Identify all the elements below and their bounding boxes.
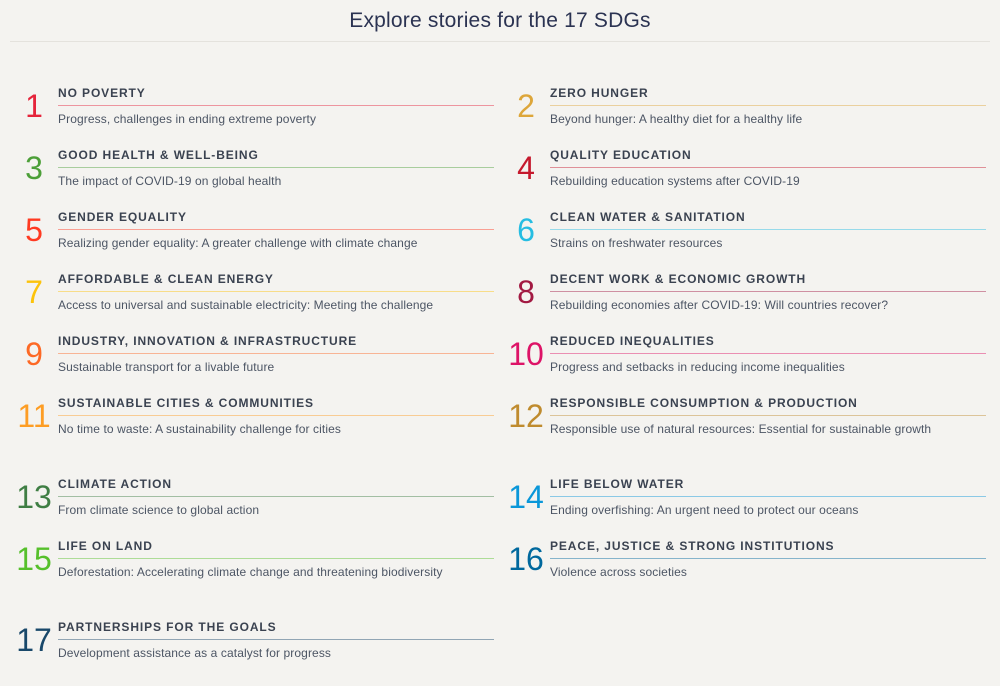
sdg-number: 13 bbox=[16, 479, 52, 515]
sdg-story-item[interactable]: 7 AFFORDABLE & CLEAN ENERGY Access to un… bbox=[16, 272, 494, 312]
sdg-number: 4 bbox=[517, 150, 535, 186]
sdg-title: DECENT WORK & ECONOMIC GROWTH bbox=[550, 272, 986, 292]
sdg-story-item[interactable]: 1 NO POVERTY Progress, challenges in end… bbox=[16, 86, 494, 126]
page-title: Explore stories for the 17 SDGs bbox=[349, 9, 651, 32]
sdg-description: Strains on freshwater resources bbox=[550, 236, 723, 250]
sdg-number: 11 bbox=[17, 398, 51, 434]
sdg-title: INDUSTRY, INNOVATION & INFRASTRUCTURE bbox=[58, 334, 494, 354]
sdg-number: 2 bbox=[517, 88, 535, 124]
sdg-content: AFFORDABLE & CLEAN ENERGY Access to univ… bbox=[58, 272, 494, 312]
sdg-number: 17 bbox=[16, 622, 52, 658]
sdg-description: Rebuilding economies after COVID-19: Wil… bbox=[550, 298, 889, 312]
sdg-description: Responsible use of natural resources: Es… bbox=[550, 422, 932, 436]
sdg-story-list: 1 NO POVERTY Progress, challenges in end… bbox=[0, 86, 1000, 660]
sdg-number: 3 bbox=[25, 150, 43, 186]
sdg-title: REDUCED INEQUALITIES bbox=[550, 334, 986, 354]
sdg-story-item[interactable]: 9 INDUSTRY, INNOVATION & INFRASTRUCTURE … bbox=[16, 334, 494, 374]
sdg-story-item[interactable]: 11 SUSTAINABLE CITIES & COMMUNITIES No t… bbox=[16, 396, 494, 436]
sdg-story-item[interactable]: 13 CLIMATE ACTION From climate science t… bbox=[16, 477, 494, 517]
sdg-title: QUALITY EDUCATION bbox=[550, 148, 986, 168]
sdg-number: 8 bbox=[517, 274, 535, 310]
sdg-content: DECENT WORK & ECONOMIC GROWTH Rebuilding… bbox=[550, 272, 986, 312]
sdg-title: SUSTAINABLE CITIES & COMMUNITIES bbox=[58, 396, 494, 416]
sdg-description: Violence across societies bbox=[550, 565, 688, 579]
sdg-title: PARTNERSHIPS FOR THE GOALS bbox=[58, 620, 494, 640]
sdg-title: CLEAN WATER & SANITATION bbox=[550, 210, 986, 230]
sdg-story-item[interactable]: 16 PEACE, JUSTICE & STRONG INSTITUTIONS … bbox=[508, 539, 986, 579]
sdg-description: Beyond hunger: A healthy diet for a heal… bbox=[550, 112, 803, 126]
sdg-content: SUSTAINABLE CITIES & COMMUNITIES No time… bbox=[58, 396, 494, 436]
sdg-content: RESPONSIBLE CONSUMPTION & PRODUCTION Res… bbox=[550, 396, 986, 436]
sdg-story-item[interactable]: 15 LIFE ON LAND Deforestation: Accelerat… bbox=[16, 539, 494, 579]
sdg-story-item[interactable]: 12 RESPONSIBLE CONSUMPTION & PRODUCTION … bbox=[508, 396, 986, 436]
sdg-number: 9 bbox=[25, 336, 43, 372]
sdg-content: PEACE, JUSTICE & STRONG INSTITUTIONS Vio… bbox=[550, 539, 986, 579]
sdg-title: NO POVERTY bbox=[58, 86, 494, 106]
sdg-number: 15 bbox=[16, 541, 52, 577]
sdg-description: The impact of COVID-19 on global health bbox=[58, 174, 282, 188]
sdg-story-item[interactable]: 10 REDUCED INEQUALITIES Progress and set… bbox=[508, 334, 986, 374]
sdg-number: 12 bbox=[508, 398, 544, 434]
sdg-content: CLEAN WATER & SANITATION Strains on fres… bbox=[550, 210, 986, 250]
sdg-content: NO POVERTY Progress, challenges in endin… bbox=[58, 86, 494, 126]
sdg-content: INDUSTRY, INNOVATION & INFRASTRUCTURE Su… bbox=[58, 334, 494, 374]
sdg-number: 16 bbox=[508, 541, 544, 577]
sdg-description: No time to waste: A sustainability chall… bbox=[58, 422, 341, 436]
sdg-content: QUALITY EDUCATION Rebuilding education s… bbox=[550, 148, 986, 188]
sdg-story-item[interactable]: 4 QUALITY EDUCATION Rebuilding education… bbox=[508, 148, 986, 188]
sdg-number: 6 bbox=[517, 212, 535, 248]
sdg-number: 5 bbox=[25, 212, 43, 248]
sdg-title: LIFE BELOW WATER bbox=[550, 477, 986, 497]
sdg-description: From climate science to global action bbox=[58, 503, 260, 517]
page-header: Explore stories for the 17 SDGs bbox=[0, 0, 1000, 42]
sdg-title: CLIMATE ACTION bbox=[58, 477, 494, 497]
sdg-description: Progress and setbacks in reducing income… bbox=[550, 360, 845, 374]
sdg-story-item[interactable]: 5 GENDER EQUALITY Realizing gender equal… bbox=[16, 210, 494, 250]
sdg-content: GOOD HEALTH & WELL-BEING The impact of C… bbox=[58, 148, 494, 188]
sdg-story-item[interactable]: 2 ZERO HUNGER Beyond hunger: A healthy d… bbox=[508, 86, 986, 126]
sdg-title: AFFORDABLE & CLEAN ENERGY bbox=[58, 272, 494, 292]
sdg-story-item[interactable]: 17 PARTNERSHIPS FOR THE GOALS Developmen… bbox=[16, 620, 494, 660]
sdg-content: LIFE ON LAND Deforestation: Accelerating… bbox=[58, 539, 494, 579]
sdg-number: 14 bbox=[508, 479, 544, 515]
sdg-title: GOOD HEALTH & WELL-BEING bbox=[58, 148, 494, 168]
sdg-number: 1 bbox=[25, 88, 43, 124]
sdg-number: 7 bbox=[25, 274, 43, 310]
sdg-content: ZERO HUNGER Beyond hunger: A healthy die… bbox=[550, 86, 986, 126]
sdg-description: Rebuilding education systems after COVID… bbox=[550, 174, 800, 188]
sdg-number: 10 bbox=[508, 336, 544, 372]
sdg-title: PEACE, JUSTICE & STRONG INSTITUTIONS bbox=[550, 539, 986, 559]
sdg-description: Ending overfishing: An urgent need to pr… bbox=[550, 503, 859, 517]
sdg-description: Deforestation: Accelerating climate chan… bbox=[58, 565, 443, 579]
sdg-story-item[interactable]: 14 LIFE BELOW WATER Ending overfishing: … bbox=[508, 477, 986, 517]
sdg-content: GENDER EQUALITY Realizing gender equalit… bbox=[58, 210, 494, 250]
sdg-content: PARTNERSHIPS FOR THE GOALS Development a… bbox=[58, 620, 494, 660]
sdg-content: CLIMATE ACTION From climate science to g… bbox=[58, 477, 494, 517]
sdg-story-item[interactable]: 6 CLEAN WATER & SANITATION Strains on fr… bbox=[508, 210, 986, 250]
sdg-story-item[interactable]: 3 GOOD HEALTH & WELL-BEING The impact of… bbox=[16, 148, 494, 188]
sdg-description: Sustainable transport for a livable futu… bbox=[58, 360, 275, 374]
header-divider bbox=[10, 41, 990, 42]
sdg-description: Realizing gender equality: A greater cha… bbox=[58, 236, 418, 250]
sdg-story-item[interactable]: 8 DECENT WORK & ECONOMIC GROWTH Rebuildi… bbox=[508, 272, 986, 312]
sdg-title: RESPONSIBLE CONSUMPTION & PRODUCTION bbox=[550, 396, 986, 416]
sdg-title: GENDER EQUALITY bbox=[58, 210, 494, 230]
sdg-description: Progress, challenges in ending extreme p… bbox=[58, 112, 317, 126]
sdg-title: LIFE ON LAND bbox=[58, 539, 494, 559]
sdg-description: Access to universal and sustainable elec… bbox=[58, 298, 434, 312]
sdg-title: ZERO HUNGER bbox=[550, 86, 986, 106]
sdg-description: Development assistance as a catalyst for… bbox=[58, 646, 332, 660]
sdg-content: LIFE BELOW WATER Ending overfishing: An … bbox=[550, 477, 986, 517]
sdg-content: REDUCED INEQUALITIES Progress and setbac… bbox=[550, 334, 986, 374]
